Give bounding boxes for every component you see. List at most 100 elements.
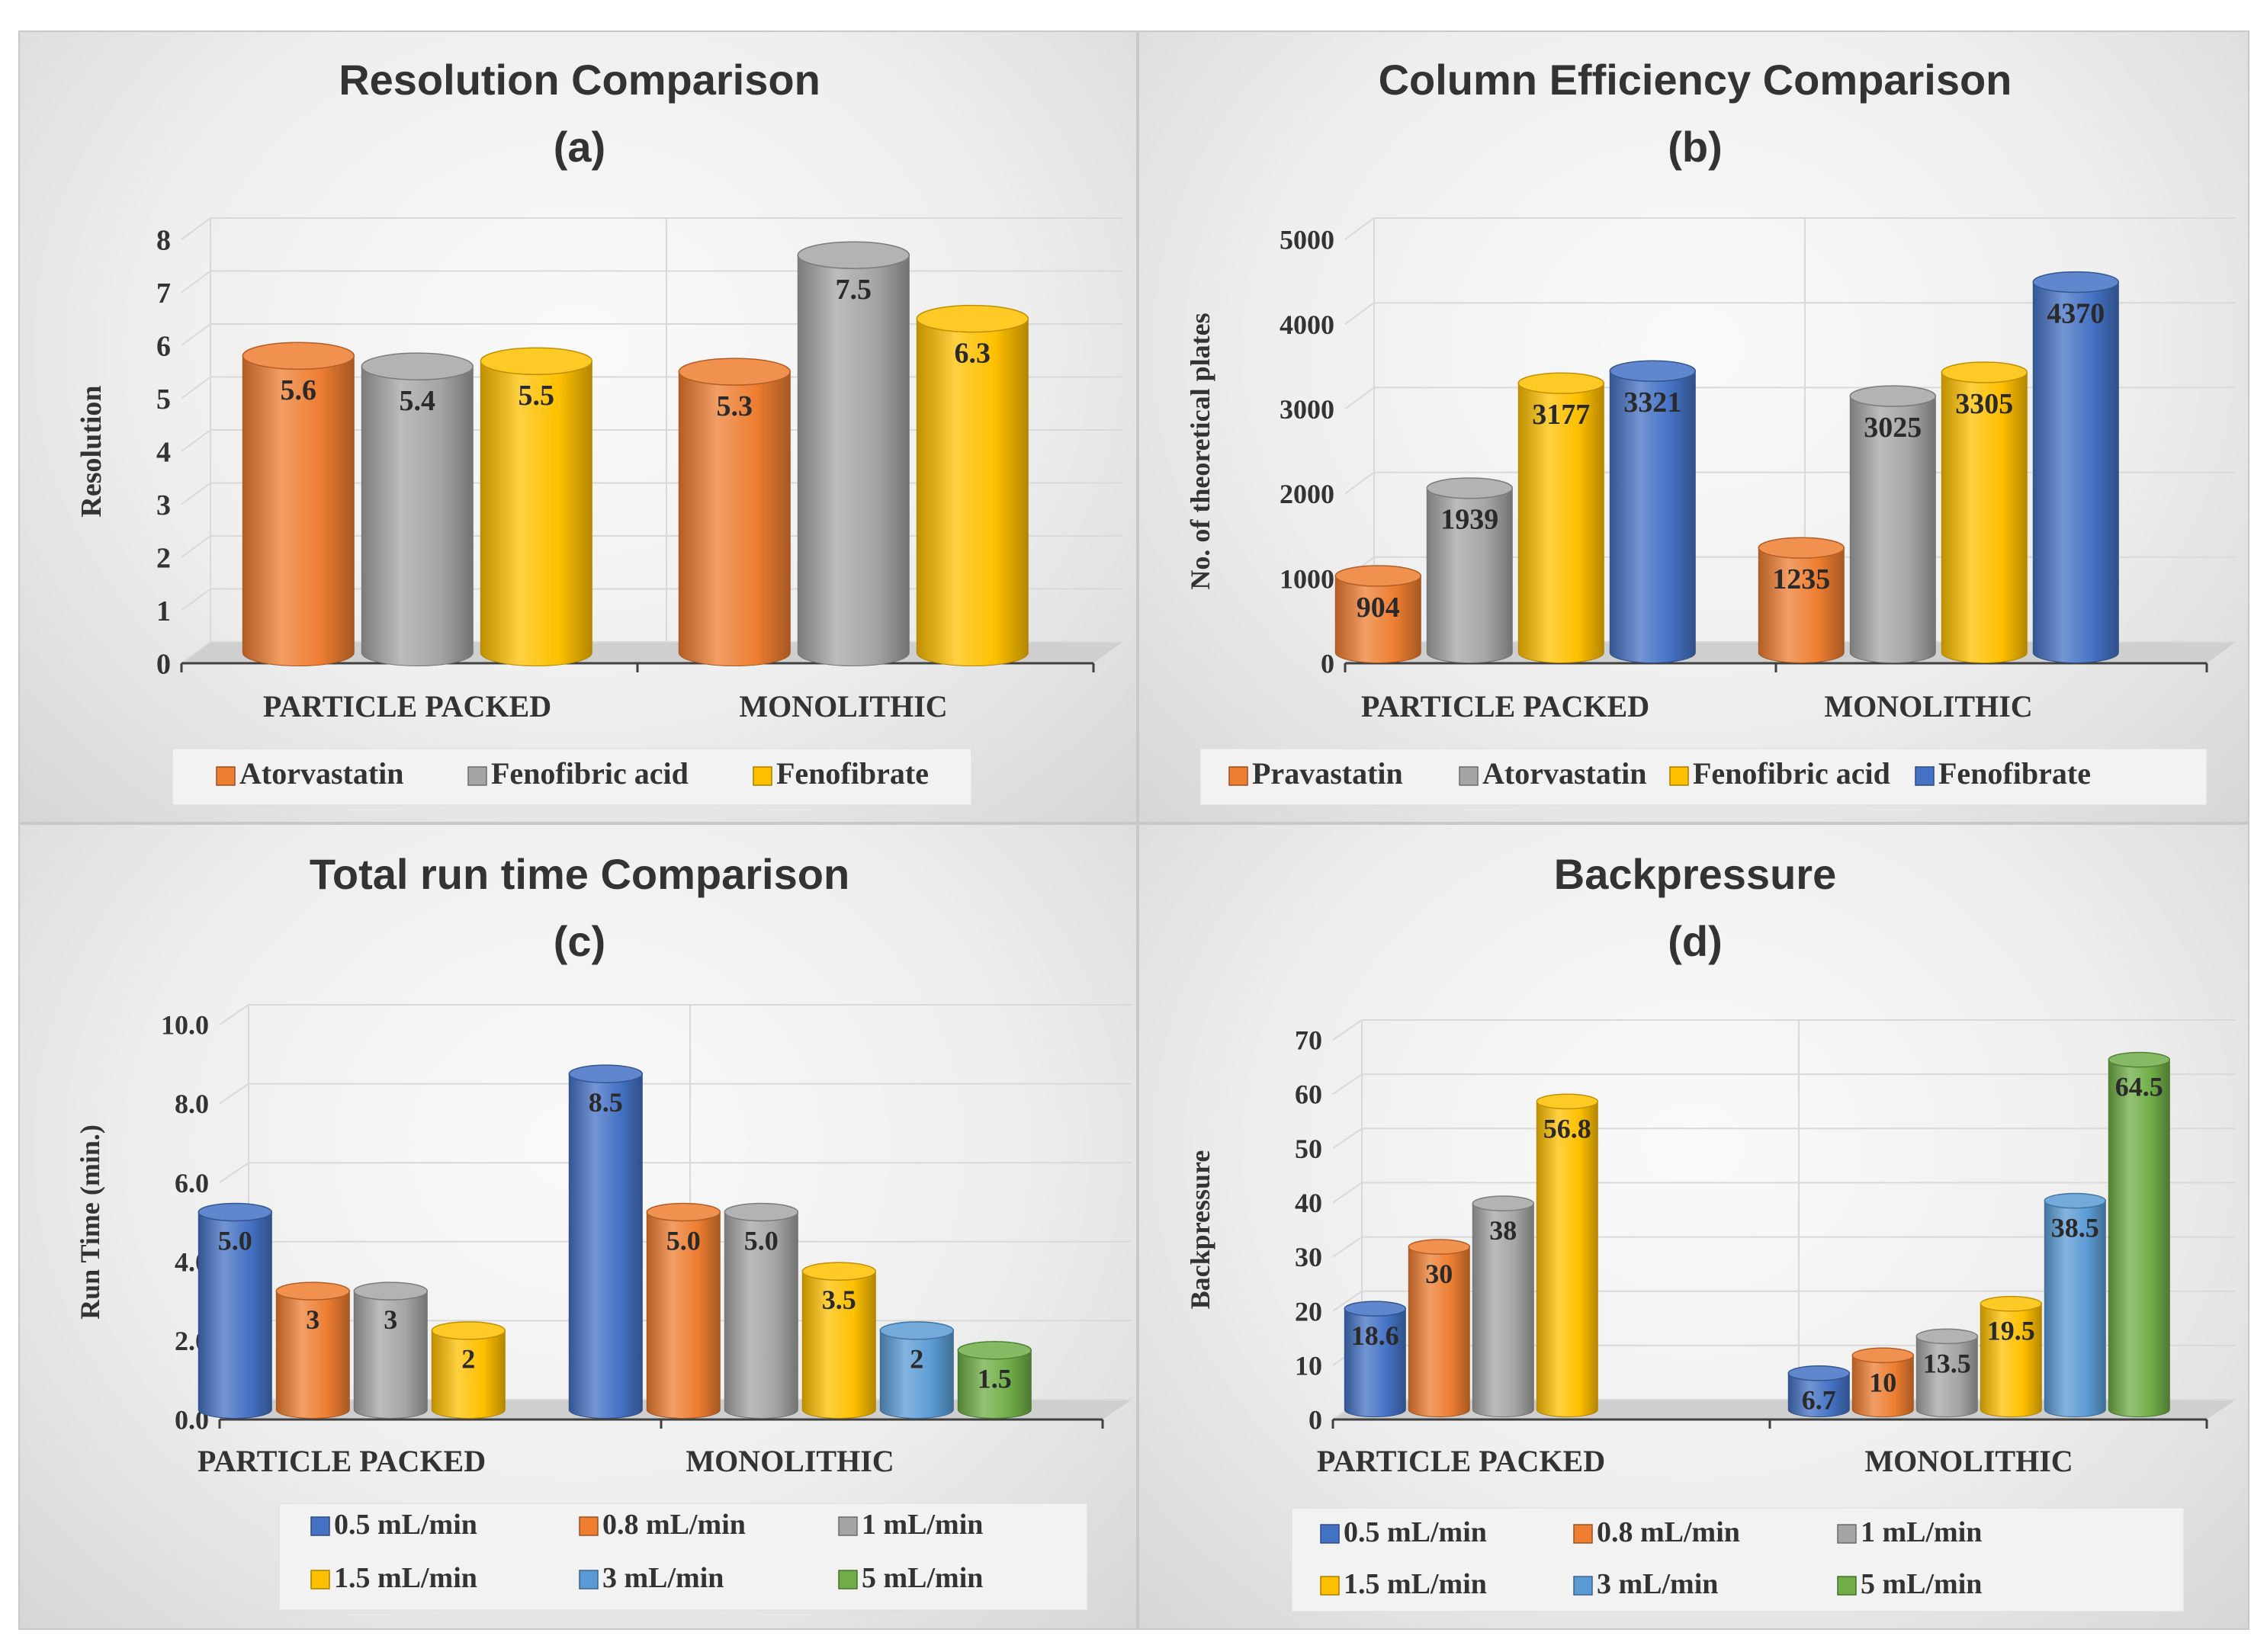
chart3-gridline-side [1332,1019,1363,1041]
chart0-gridline-side [181,323,211,346]
chart2-bar-monolithic-0-8-ml-min [646,1202,721,1419]
chart0-gridline-side [181,588,211,611]
chart2-bar-top [431,1321,506,1340]
chart3-bar-top [1787,1365,1851,1381]
chart2-bar-body [353,1291,428,1419]
chart3-data-label: 56.8 [1543,1113,1591,1144]
chart3-gridline-side [1332,1236,1363,1258]
chart3-bar-body [1536,1101,1598,1418]
chart1-category-label-monolithic: MONOLITHIC [1824,689,2032,723]
chart0-y-tick-label: 8 [156,224,171,256]
chart3-legend-swatch-1-ml-min [1837,1524,1857,1544]
chart0-title: Resolution Comparison [339,56,820,104]
chart2-gridline-side [219,1004,249,1025]
chart3-legend-label-1-ml-min: 1 mL/min [1861,1516,1982,1548]
chart0-bar-top [678,358,792,386]
chart1-bar-particle-packed-fenofibric-acid [1517,372,1605,663]
chart-svg: Resolution Comparison (a) 0 1 2 3 4 5 6 7 8 Resolut… [75,56,1122,806]
chart0-bar-top [242,342,355,370]
chart2-data-label: 2 [910,1344,923,1375]
chart1-bar-monolithic-atorvastatin [1849,385,1937,663]
chart2-legend-label-1-ml-min: 1 mL/min [862,1509,983,1541]
chart2-bar-top [275,1282,351,1301]
chart3-y-tick-label: 10 [1295,1350,1322,1381]
chart2-bar-body [568,1073,643,1419]
chart1-title: Column Efficiency Comparison [1379,56,2012,104]
chart2-legend-label-3-ml-min: 3 mL/min [602,1562,724,1594]
chart2-bar-body [197,1211,272,1419]
chart0-gridline-side [181,429,211,452]
chart1-bar-top [1758,537,1845,559]
chart1-gridline-side [1344,471,1375,495]
chart0-legend-label-fenofibrate: Fenofibrate [776,756,929,791]
chart3-data-label: 10 [1869,1367,1896,1397]
chart1-gridline-side [1344,302,1375,326]
chart0-bar-particle-packed-fenofibrate [480,347,593,667]
chart3-bar-top [1851,1347,1915,1364]
chart3-bar-body [1787,1372,1850,1418]
chart3-legend-swatch-0-8-ml-min [1573,1524,1593,1544]
chart0-y-axis-label: Resolution [75,385,108,517]
chart3-bar-body [2044,1200,2106,1418]
chart3-legend-label-0-8-ml-min: 0.8 mL/min [1597,1516,1740,1548]
chart1-bar-top [1849,385,1937,407]
chart0-data-label: 5.3 [717,390,753,422]
chart0-y-tick-label: 0 [156,648,171,680]
chart3-bar-top [1536,1093,1599,1110]
chart2-data-label: 5.0 [744,1225,779,1256]
chart0-data-label: 7.5 [836,274,872,306]
chart3-bar-monolithic-5-ml-min [2108,1051,2171,1418]
chart3-bar-top [1472,1195,1535,1212]
chart3-category-label-particle-packed: PARTICLE PACKED [1317,1444,1605,1478]
chart0-legend-label-fenofibric-acid: Fenofibric acid [491,756,689,791]
chart1-y-tick-label: 1000 [1280,563,1334,594]
chart0-gridline-side [181,482,211,505]
chart1-data-label: 3305 [1955,388,2013,420]
chart1-data-label: 1235 [1772,563,1830,595]
chart-svg: Column Efficiency Comparison (b) 0 1000 2000… [1185,56,2236,806]
chart3-bar-body [1980,1303,2042,1418]
chart2-bar-body [275,1291,350,1419]
chart2-data-label: 8.5 [589,1087,623,1118]
chart0-bar-body [797,255,910,667]
chart3-data-label: 19.5 [1987,1316,2035,1346]
chart2-legend-box [278,1503,1088,1611]
chart3-bar-top [1915,1328,1979,1345]
chart3-y-tick-label: 0 [1309,1405,1322,1435]
chart3-bar-monolithic-3-ml-min [2044,1192,2107,1418]
chart2-data-label: 2 [461,1344,475,1375]
chart3-y-tick-label: 40 [1295,1188,1322,1218]
chart1-legend-label-fenofibric-acid: Fenofibric acid [1693,756,1890,791]
chart1-bar-monolithic-fenofibrate [2032,271,2120,663]
chart1-y-tick-label: 2000 [1280,479,1334,509]
chart3-legend-swatch-3-ml-min [1573,1576,1593,1596]
chart1-data-label: 3177 [1532,399,1590,431]
chart2-gridline-side [219,1083,249,1105]
chart0-y-tick-label: 7 [156,277,171,310]
chart1-y-tick-label: 5000 [1280,225,1334,255]
chart2-gridline-side [219,1162,249,1184]
chart2-legend-swatch-1-5-ml-min [310,1570,330,1589]
chart3-gridline-side [1332,1290,1363,1312]
chart2-category-label-particle-packed: PARTICLE PACKED [197,1444,486,1478]
chart1-legend-label-pravastatin: Pravastatin [1252,756,1403,791]
chart1-bar-body [1849,396,1936,663]
chart1-y-tick-label: 4000 [1280,310,1334,340]
chart3-y-tick-label: 50 [1295,1134,1322,1164]
chart0-bar-particle-packed-fenofibric-acid [361,352,474,667]
chart3-bar-monolithic-1-ml-min [1915,1328,1979,1418]
chart3-data-label: 30 [1425,1259,1453,1289]
chart3-bar-monolithic-0-8-ml-min [1851,1347,1915,1418]
chart3-y-tick-label: 20 [1295,1296,1322,1326]
chart0-gridline-side [181,535,211,558]
chart2-legend-swatch-5-ml-min [838,1570,858,1589]
chart0-data-label: 5.4 [400,385,436,417]
chart3-y-tick-label: 70 [1295,1025,1322,1056]
chart0-bar-body [678,371,791,667]
chart2-legend-swatch-0-8-ml-min [579,1516,599,1536]
chart0-data-label: 5.6 [281,374,317,406]
chart0-y-tick-label: 4 [156,436,171,468]
chart1-bar-top [1517,372,1605,394]
chart1-bar-particle-packed-atorvastatin [1426,477,1514,663]
chart2-legend-label-0-8-ml-min: 0.8 mL/min [602,1509,746,1541]
